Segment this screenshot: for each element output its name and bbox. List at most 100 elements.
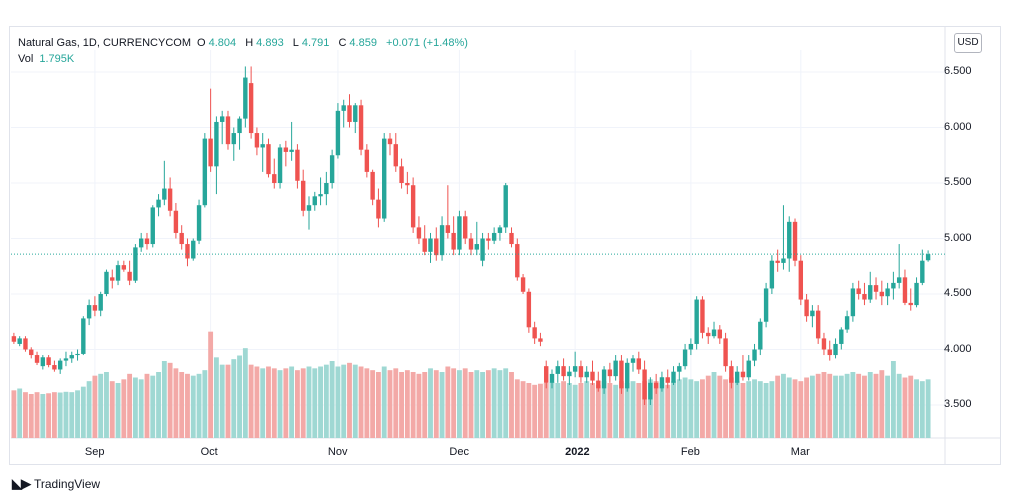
candle-body: [318, 194, 323, 197]
candle-body: [219, 116, 225, 122]
candle-body: [434, 238, 439, 256]
candle-body: [98, 294, 103, 311]
candle-body: [191, 240, 196, 259]
candle-body: [341, 105, 346, 111]
price-tick-label: 6.500: [944, 65, 972, 77]
candle-body: [370, 171, 375, 200]
candle-body: [11, 336, 17, 342]
candle-body: [364, 149, 370, 172]
volume-bar: [185, 373, 190, 438]
volume-bar: [520, 381, 526, 438]
candle-body: [665, 377, 670, 383]
candle-body: [46, 357, 51, 366]
volume-bar: [150, 375, 156, 438]
candle-body: [353, 105, 358, 122]
candle-body: [347, 105, 352, 122]
candle-body: [659, 377, 665, 389]
volume-bar: [613, 384, 619, 438]
candle-body: [607, 369, 613, 377]
candle-body: [578, 366, 584, 378]
volume-bar: [879, 370, 885, 438]
candle-body: [740, 371, 746, 378]
volume-bar: [260, 368, 266, 438]
volume-bar: [896, 373, 902, 438]
volume-bar: [179, 372, 185, 438]
candle-body: [885, 288, 890, 297]
volume-bar: [775, 375, 781, 438]
time-tick-label: Sep: [84, 446, 105, 458]
volume-bar: [711, 372, 717, 438]
volume-bar: [873, 373, 879, 438]
volume-bar: [329, 361, 335, 438]
time-tick-label: Feb: [680, 446, 700, 458]
volume-bar: [11, 390, 17, 438]
tradingview-brand[interactable]: ◣▶ TradingView: [12, 476, 100, 492]
volume-bar: [63, 391, 69, 438]
symbol-title[interactable]: Natural Gas, 1D, CURRENCYCOM: [18, 37, 191, 49]
volume-bar: [196, 373, 202, 438]
candle-body: [208, 138, 213, 167]
candle-body: [196, 205, 202, 241]
price-tick-label: 3.500: [944, 398, 972, 410]
volume-bar: [653, 381, 659, 438]
candle-body: [312, 196, 317, 206]
high-value: 4.893: [256, 37, 284, 49]
candle-body: [908, 302, 913, 306]
candle-body: [133, 247, 138, 281]
volume-bar: [237, 355, 242, 438]
volume-bar: [271, 368, 277, 438]
candle-body: [266, 144, 271, 175]
candle-body: [729, 366, 734, 383]
volume-bar: [624, 383, 630, 438]
candle-body: [376, 199, 381, 219]
volume-bar: [399, 372, 404, 438]
volume-bar: [121, 379, 127, 438]
change-value: +0.071 (+1.48%): [386, 37, 468, 49]
volume-bar: [844, 373, 850, 438]
volume-bar: [584, 381, 590, 438]
volume-bar: [428, 368, 433, 438]
volume-bar: [352, 364, 358, 438]
volume-bar: [804, 377, 810, 438]
volume-bar: [590, 383, 595, 438]
candle-body: [509, 232, 514, 245]
volume-bar: [410, 372, 416, 438]
candle-body: [272, 174, 277, 183]
volume-bar: [538, 383, 543, 438]
candle-body: [405, 183, 410, 186]
volume-bar: [642, 381, 648, 438]
volume-bar: [40, 394, 46, 438]
candle-body: [688, 343, 694, 350]
volume-bar: [34, 392, 40, 438]
volume-bar: [838, 375, 844, 438]
candle-body: [387, 138, 393, 145]
volume-bar: [526, 383, 532, 438]
candle-body: [358, 105, 364, 150]
candle-body: [69, 355, 74, 359]
candle-body: [474, 244, 479, 250]
volume-bar: [23, 392, 28, 438]
low-label: L: [292, 37, 299, 49]
volume-bar: [497, 370, 503, 438]
candle-body: [243, 77, 248, 119]
open-label: O: [197, 37, 206, 49]
volume-bar: [485, 370, 491, 438]
currency-button[interactable]: USD: [954, 33, 982, 53]
price-tick-label: 4.500: [944, 287, 972, 299]
volume-bar: [919, 381, 925, 438]
candle-body: [491, 232, 497, 241]
volume-bar: [231, 359, 237, 438]
candle-body: [335, 110, 341, 156]
candle-body: [503, 185, 508, 228]
volume-bar: [289, 366, 295, 438]
volume-bar: [318, 366, 323, 438]
candle-body: [486, 238, 491, 241]
volume-bar: [347, 362, 352, 438]
chart-legend: Natural Gas, 1D, CURRENCYCOM O 4.804 H 4.8…: [18, 35, 471, 67]
volume-bar: [607, 383, 613, 438]
candle-body: [798, 260, 804, 300]
candle-body: [844, 316, 850, 330]
candle-body: [63, 358, 69, 361]
price-tick-label: 5.000: [944, 231, 972, 244]
